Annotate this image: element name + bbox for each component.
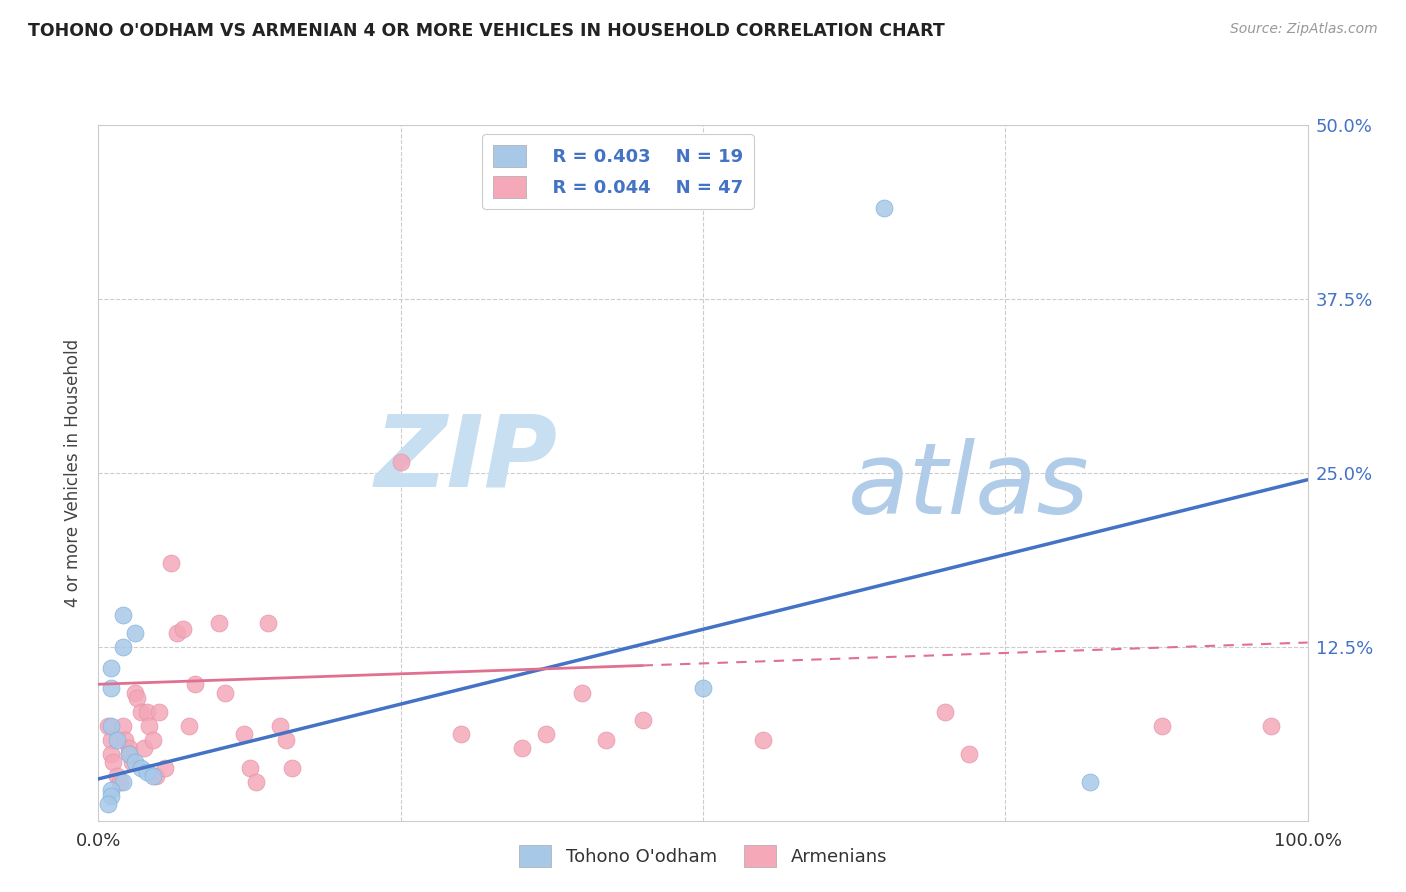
Point — [114, 733, 136, 747]
Point — [142, 769, 165, 783]
Point — [450, 727, 472, 741]
Point — [100, 783, 122, 797]
Point — [752, 733, 775, 747]
Point — [100, 660, 122, 674]
Point — [1152, 719, 1174, 733]
Point — [245, 774, 267, 789]
Point — [214, 685, 236, 699]
Point — [145, 769, 167, 783]
Point — [1260, 719, 1282, 733]
Point — [631, 714, 654, 728]
Point — [100, 789, 122, 803]
Point — [692, 681, 714, 696]
Point — [595, 733, 617, 747]
Point — [129, 705, 152, 719]
Text: Source: ZipAtlas.com: Source: ZipAtlas.com — [1230, 22, 1378, 37]
Point — [534, 727, 557, 741]
Text: atlas: atlas — [848, 438, 1090, 535]
Point — [148, 705, 170, 719]
Point — [127, 691, 149, 706]
Point — [179, 719, 201, 733]
Point — [134, 741, 156, 756]
Point — [208, 615, 231, 630]
Point — [100, 681, 122, 696]
Point — [111, 719, 134, 733]
Point — [97, 719, 120, 733]
Point — [571, 685, 593, 699]
Text: TOHONO O'ODHAM VS ARMENIAN 4 OR MORE VEHICLES IN HOUSEHOLD CORRELATION CHART: TOHONO O'ODHAM VS ARMENIAN 4 OR MORE VEH… — [28, 22, 945, 40]
Point — [269, 719, 291, 733]
Point — [239, 761, 262, 775]
Point — [172, 622, 194, 636]
Point — [142, 733, 165, 747]
Point — [873, 202, 896, 216]
Point — [100, 733, 122, 747]
Point — [121, 755, 143, 769]
Point — [124, 685, 146, 699]
Point — [1078, 774, 1101, 789]
Point — [138, 719, 160, 733]
Legend:   R = 0.403    N = 19,   R = 0.044    N = 47: R = 0.403 N = 19, R = 0.044 N = 47 — [482, 134, 754, 209]
Point — [101, 755, 124, 769]
Point — [105, 733, 128, 747]
Point — [160, 556, 183, 570]
Point — [129, 761, 152, 775]
Text: ZIP: ZIP — [375, 410, 558, 508]
Point — [100, 719, 122, 733]
Point — [118, 741, 141, 756]
Point — [510, 741, 533, 756]
Point — [153, 761, 176, 775]
Point — [108, 774, 131, 789]
Point — [118, 747, 141, 761]
Point — [274, 733, 297, 747]
Point — [124, 755, 146, 769]
Point — [100, 747, 122, 761]
Point — [957, 747, 980, 761]
Point — [256, 615, 278, 630]
Point — [118, 747, 141, 761]
Point — [232, 727, 254, 741]
Point — [281, 761, 304, 775]
Point — [97, 797, 120, 811]
Point — [111, 774, 134, 789]
Point — [124, 625, 146, 640]
Point — [184, 677, 207, 691]
Y-axis label: 4 or more Vehicles in Household: 4 or more Vehicles in Household — [65, 339, 83, 607]
Point — [111, 607, 134, 622]
Point — [135, 764, 157, 779]
Point — [934, 705, 956, 719]
Point — [389, 455, 412, 469]
Point — [135, 705, 157, 719]
Point — [166, 625, 188, 640]
Point — [105, 769, 128, 783]
Legend: Tohono O'odham, Armenians: Tohono O'odham, Armenians — [512, 838, 894, 874]
Point — [111, 640, 134, 654]
